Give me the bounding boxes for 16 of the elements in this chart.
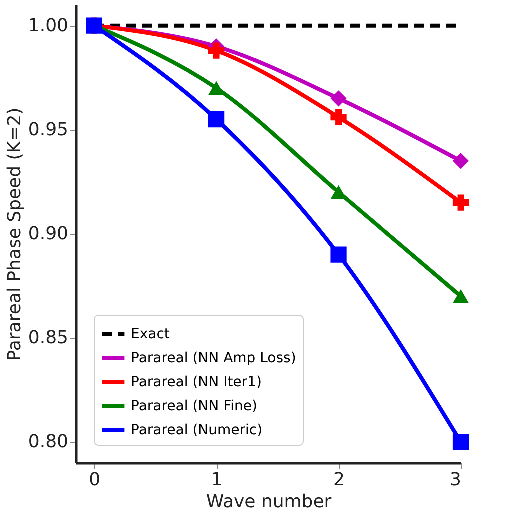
x-tick-label: 0 [89,470,101,490]
legend-label: Parareal (NN Iter1) [131,374,262,390]
x-tick-label: 2 [334,470,346,490]
legend-label: Parareal (NN Amp Loss) [131,350,296,366]
y-tick-label: 1.00 [28,15,68,36]
legend-label: Parareal (NN Fine) [131,398,258,414]
y-tick-label: 0.95 [28,119,68,140]
x-tick-label: 1 [211,470,223,490]
legend-label: Parareal (Numeric) [131,422,263,438]
y-tick-label: 0.80 [28,432,68,453]
y-tick-label: 0.90 [28,224,68,244]
x-tick-label: 3 [450,470,462,490]
legend-label: Exact [131,326,170,342]
y-tick-label: 0.85 [28,328,68,349]
y-axis-title: Parareal Phase Speed (K=2) [4,108,26,362]
x-axis-title: Wave number [206,492,332,512]
